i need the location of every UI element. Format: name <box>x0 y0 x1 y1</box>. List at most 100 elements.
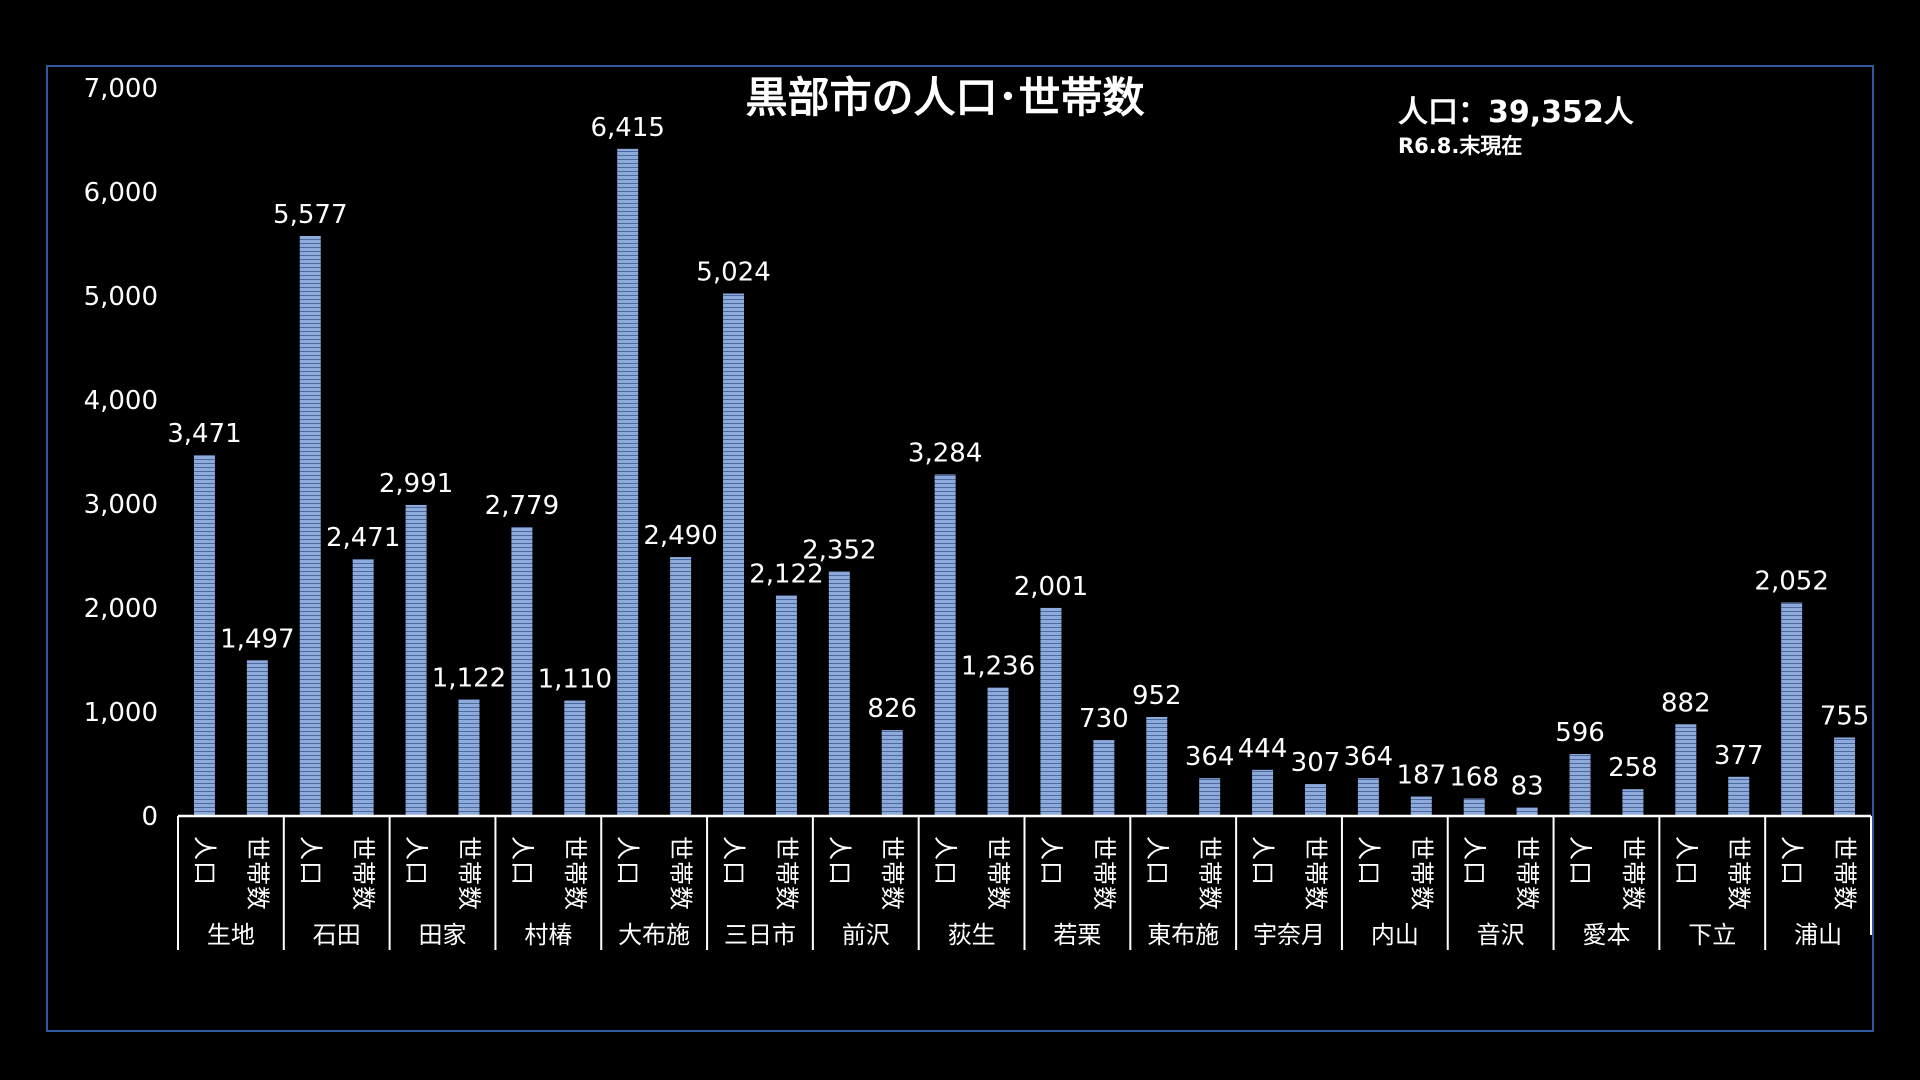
y-tick-label: 1,000 <box>84 698 158 728</box>
data-label: 364 <box>1344 742 1394 772</box>
data-label: 730 <box>1079 704 1129 734</box>
sub-label: 人口 <box>825 836 853 885</box>
sub-label-char: 世 <box>772 836 800 860</box>
sub-label: 世帯数 <box>984 836 1012 910</box>
sub-label-char: 数 <box>1619 886 1647 910</box>
bar-households <box>1516 807 1538 816</box>
sub-label: 世帯数 <box>878 836 906 910</box>
bar-population <box>1781 602 1803 816</box>
sub-label: 人口 <box>1460 836 1488 885</box>
sub-label-char: 数 <box>561 886 589 910</box>
data-label: 2,991 <box>379 469 453 499</box>
sub-label: 世帯数 <box>1619 836 1647 910</box>
sub-label-char: 数 <box>878 886 906 910</box>
data-label: 826 <box>867 694 917 724</box>
bar-population <box>1040 607 1062 816</box>
sub-label: 人口 <box>1037 836 1065 885</box>
bar-population <box>1463 798 1485 816</box>
sub-label-char: 世 <box>1513 836 1541 860</box>
sub-label-char: 帯 <box>1196 861 1224 885</box>
sub-label: 人口 <box>1672 836 1700 885</box>
sub-label: 人口 <box>931 836 959 885</box>
sub-label-char: 帯 <box>878 861 906 885</box>
sub-label: 人口 <box>720 836 748 885</box>
bar-population <box>1569 754 1591 816</box>
sub-label: 人口 <box>190 836 218 885</box>
bar-households <box>246 660 268 816</box>
sub-label-char: 数 <box>772 886 800 910</box>
sub-label: 世帯数 <box>243 836 271 910</box>
sub-label-char: 帯 <box>243 861 271 885</box>
category-label: 石田 <box>313 921 361 949</box>
sub-label-char: 人 <box>508 836 536 860</box>
sub-label-char: 口 <box>1143 861 1171 885</box>
sub-label-char: 人 <box>825 836 853 860</box>
sub-label-char: 帯 <box>1301 861 1329 885</box>
bar-households <box>1304 784 1326 816</box>
data-label: 1,122 <box>432 663 506 693</box>
sub-label-char: 帯 <box>1619 861 1647 885</box>
sub-label-char: 世 <box>1090 836 1118 860</box>
data-label: 444 <box>1238 734 1288 764</box>
category-label: 東布施 <box>1147 921 1219 949</box>
sub-label-char: 帯 <box>1407 861 1435 885</box>
data-label: 882 <box>1661 688 1711 718</box>
bar-households <box>1728 776 1750 816</box>
sub-label-char: 人 <box>190 836 218 860</box>
sub-label: 世帯数 <box>1407 836 1435 910</box>
data-label: 2,052 <box>1754 567 1828 597</box>
sub-label: 人口 <box>296 836 324 885</box>
category-label: 三日市 <box>724 921 796 949</box>
bar-population <box>1146 716 1168 816</box>
bar-households <box>987 687 1009 816</box>
data-label: 755 <box>1820 701 1870 731</box>
bar-households <box>1410 796 1432 816</box>
sub-label: 世帯数 <box>561 836 589 910</box>
sub-label-char: 世 <box>561 836 589 860</box>
sub-label-char: 数 <box>1196 886 1224 910</box>
sub-label-char: 人 <box>720 836 748 860</box>
sub-label-char: 世 <box>878 836 906 860</box>
total-population-label: 人口：39,352人 <box>1398 95 1634 130</box>
sub-label-char: 帯 <box>561 861 589 885</box>
sub-label-char: 数 <box>1725 886 1753 910</box>
sub-label-char: 人 <box>1778 836 1806 860</box>
sub-label-char: 数 <box>1407 886 1435 910</box>
sub-label-char: 口 <box>402 861 430 885</box>
y-tick-label: 3,000 <box>84 490 158 520</box>
category-label: 大布施 <box>618 921 690 949</box>
sub-label: 世帯数 <box>1831 836 1859 910</box>
sub-label-char: 世 <box>455 836 483 860</box>
bar-population <box>511 526 533 816</box>
sub-label-char: 数 <box>984 886 1012 910</box>
bar-population <box>617 148 639 817</box>
data-label: 258 <box>1608 753 1658 783</box>
sub-label-char: 人 <box>402 836 430 860</box>
chart-title: 黒部市の人口･世帯数 <box>745 73 1144 122</box>
sub-label: 人口 <box>1778 836 1806 885</box>
sub-label-char: 数 <box>1301 886 1329 910</box>
data-label: 364 <box>1185 742 1235 772</box>
sub-label-char: 人 <box>1249 836 1277 860</box>
sub-label: 世帯数 <box>1725 836 1753 910</box>
sub-label-char: 口 <box>931 861 959 885</box>
y-tick-label: 7,000 <box>84 74 158 104</box>
chart-frame <box>46 65 1874 1032</box>
category-label: 内山 <box>1371 921 1419 949</box>
sub-label: 世帯数 <box>1090 836 1118 910</box>
sub-label-char: 数 <box>1090 886 1118 910</box>
sub-label-char: 口 <box>508 861 536 885</box>
category-label: 荻生 <box>948 921 996 949</box>
sub-label: 人口 <box>508 836 536 885</box>
sub-label-char: 口 <box>614 861 642 885</box>
sub-label-char: 帯 <box>667 861 695 885</box>
category-label: 若栗 <box>1053 921 1101 949</box>
bar-households <box>881 730 903 816</box>
sub-label-char: 帯 <box>984 861 1012 885</box>
data-label: 952 <box>1132 681 1182 711</box>
as-of-date-label: R6.8.末現在 <box>1398 134 1522 158</box>
sub-label-char: 人 <box>931 836 959 860</box>
sub-label-char: 帯 <box>349 861 377 885</box>
sub-label-char: 世 <box>1831 836 1859 860</box>
sub-label-char: 帯 <box>455 861 483 885</box>
